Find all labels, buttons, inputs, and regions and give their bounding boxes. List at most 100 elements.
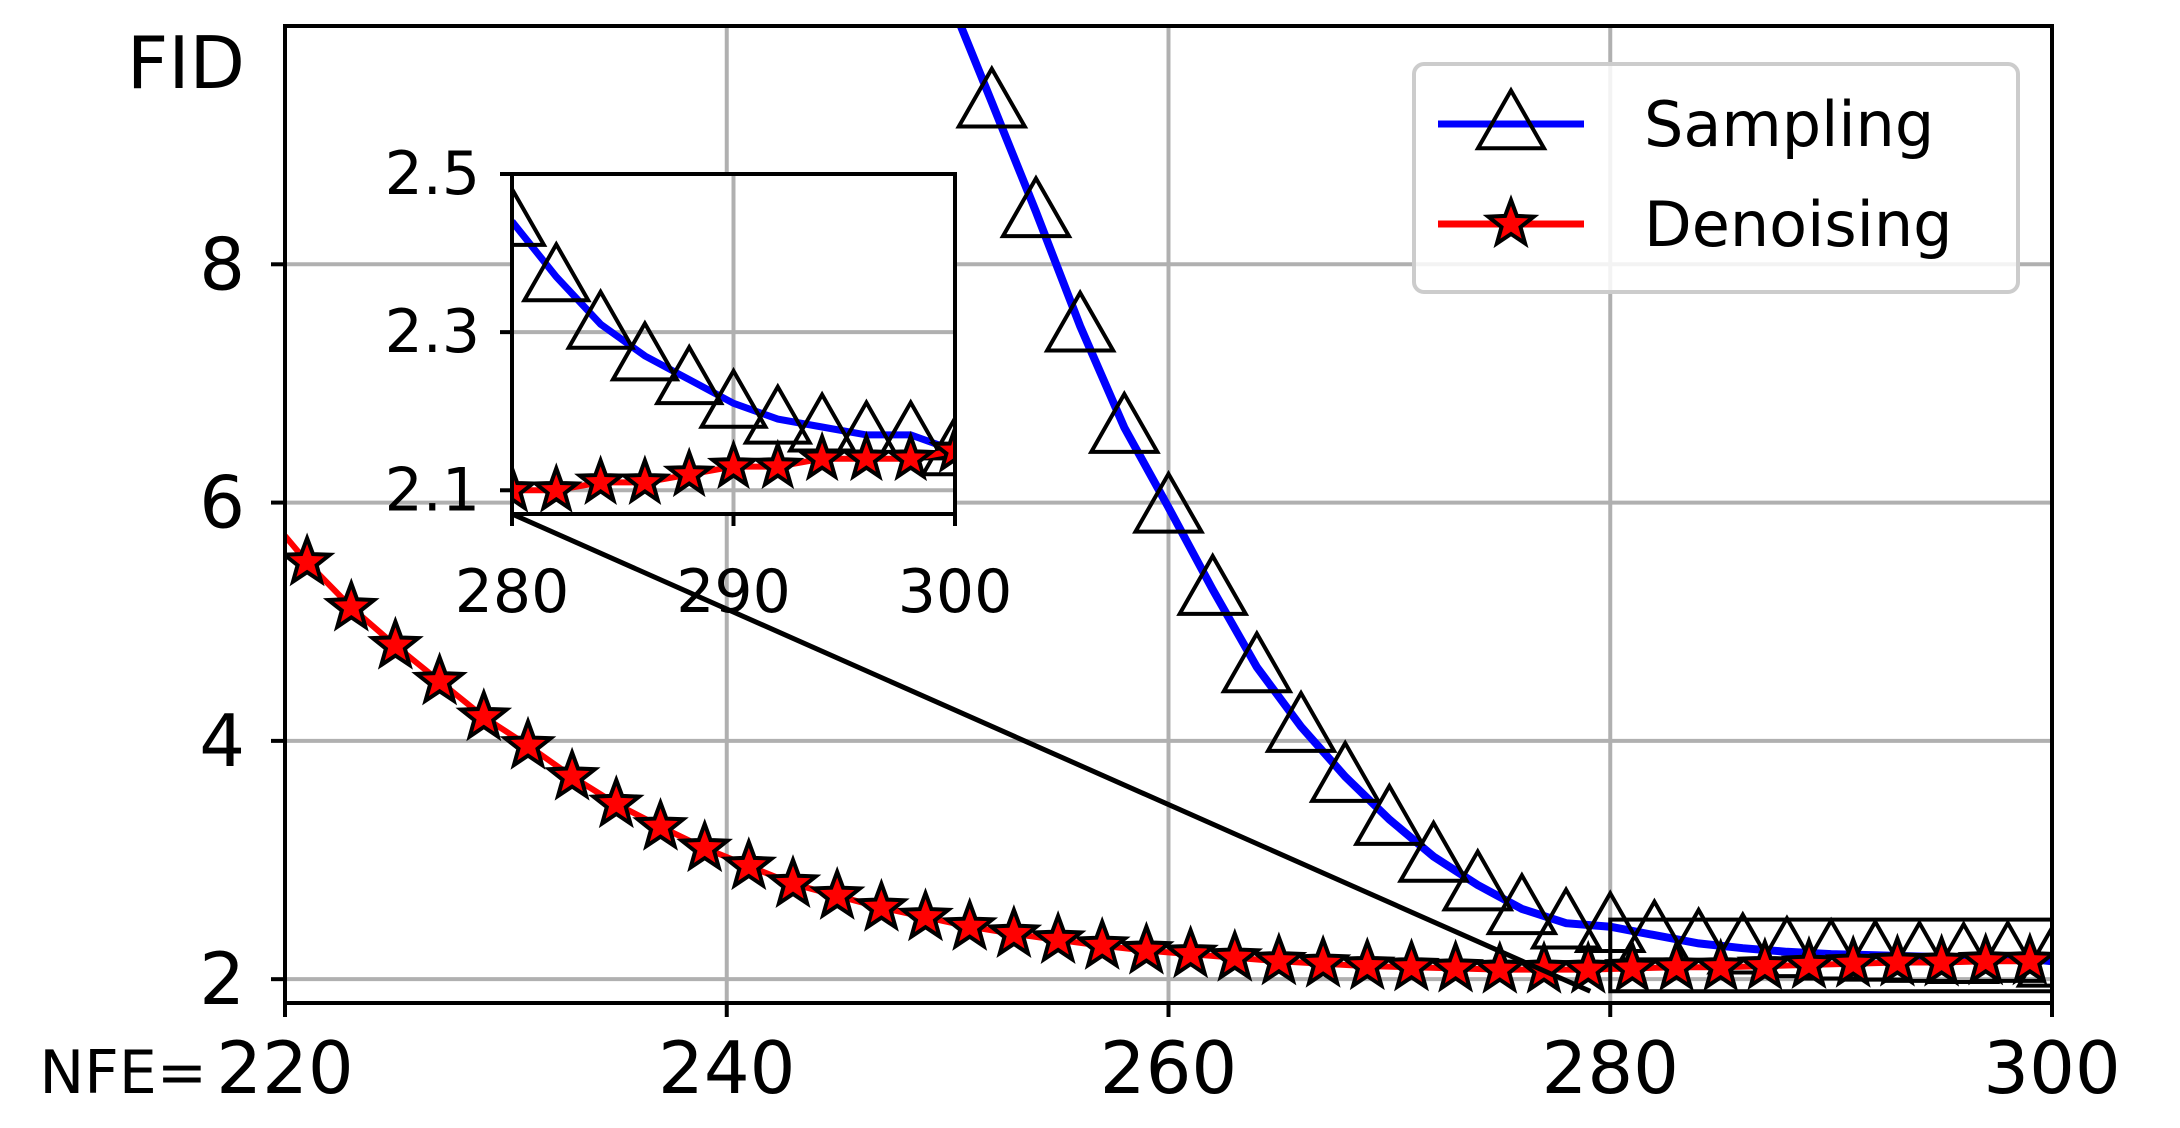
- main-point-denoising-31: [1648, 937, 1705, 992]
- inset-point-denoising-10: [928, 422, 955, 474]
- main-point-denoising-0: [285, 532, 336, 587]
- x-tick-label-300: 300: [1983, 1026, 2120, 1110]
- main-point-denoising-17: [1029, 910, 1087, 964]
- main-point-denoising-21: [1206, 927, 1264, 982]
- main-point-denoising-26: [1427, 938, 1485, 993]
- main-point-denoising-13: [852, 877, 910, 932]
- main-point-sampling-6: [1220, 629, 1294, 694]
- main-point-denoising-12: [808, 866, 866, 920]
- inset-point-denoising-0: [512, 462, 539, 513]
- main-point-denoising-39: [2001, 931, 2052, 986]
- x-tick-label-260: 260: [1100, 1026, 1237, 1110]
- legend-marker-sampling: [1474, 86, 1548, 151]
- inset-x-tick-label-300: 300: [898, 557, 1013, 627]
- main-point-denoising-29: [1559, 939, 1617, 994]
- main-point-sampling-4: [1132, 469, 1205, 534]
- inset-point-sampling-5: [698, 366, 769, 429]
- main-point-denoising-32: [1692, 937, 1750, 992]
- main-point-sampling-13: [1529, 885, 1603, 950]
- main-point-denoising-4: [455, 687, 513, 742]
- legend: Sampling Denoising: [1412, 62, 2020, 294]
- y-tick-label-4: 4: [199, 699, 245, 783]
- zoom-connector-line: [510, 511, 1592, 994]
- inset-y-tick-label-2.5: 2.5: [385, 139, 480, 209]
- main-point-denoising-20: [1162, 924, 1219, 979]
- main-point-denoising-16: [985, 904, 1043, 958]
- axis-ticks: 220 240 260 280 300 2 4 6 8: [199, 222, 2121, 1110]
- y-tick-label-8: 8: [199, 222, 245, 306]
- inset-point-denoising-7: [795, 430, 849, 482]
- main-point-sampling-7: [1264, 689, 1338, 753]
- main-point-sampling-3: [1087, 390, 1161, 454]
- main-point-denoising-27: [1471, 939, 1529, 994]
- inset-point-denoising-6: [751, 438, 805, 490]
- main-point-denoising-28: [1515, 939, 1573, 994]
- main-point-sampling-10: [1397, 818, 1470, 883]
- main-point-denoising-10: [720, 836, 778, 891]
- main-point-denoising-33: [1736, 936, 1794, 991]
- inset-point-denoising-5: [706, 438, 761, 490]
- main-point-denoising-38: [1957, 931, 2015, 986]
- y-axis-label: FID: [127, 21, 245, 105]
- inset-chart: 280 290 300 2.1 2.3 2.5: [385, 139, 1013, 627]
- inset-line-sampling: [512, 219, 955, 454]
- main-point-denoising-11: [764, 854, 822, 908]
- main-point-denoising-35: [1824, 933, 1882, 988]
- x-tick-label-220: 220: [216, 1026, 353, 1110]
- legend-label-sampling: Sampling: [1644, 88, 1934, 161]
- main-point-denoising-5: [499, 715, 557, 770]
- y-tick-label-2: 2: [199, 937, 245, 1021]
- inset-y-tick-label-2.3: 2.3: [385, 297, 480, 367]
- main-point-denoising-1: [322, 577, 380, 632]
- inset-x-tick-label-280: 280: [455, 557, 570, 627]
- main-point-denoising-14: [897, 887, 954, 942]
- main-point-sampling-18: [1750, 914, 1824, 979]
- x-tick-label-280: 280: [1542, 1026, 1679, 1110]
- main-point-denoising-34: [1780, 935, 1838, 989]
- inset-point-denoising-3: [618, 454, 672, 505]
- inset-x-tick-label-290: 290: [676, 557, 791, 627]
- main-point-denoising-7: [588, 774, 645, 829]
- main-point-sampling-11: [1441, 847, 1515, 912]
- main-point-denoising-3: [411, 651, 468, 706]
- main-point-denoising-36: [1869, 932, 1926, 987]
- legend-label-denoising: Denoising: [1644, 188, 1953, 261]
- inset-y-tick-label-2.1: 2.1: [385, 455, 480, 525]
- main-point-denoising-23: [1294, 933, 1352, 988]
- main-point-sampling-2: [1043, 288, 1117, 353]
- main-point-denoising-6: [543, 746, 601, 801]
- inset-point-denoising-4: [662, 446, 716, 498]
- main-point-denoising-15: [941, 896, 999, 951]
- main-point-denoising-2: [367, 615, 424, 670]
- main-point-sampling-0: [955, 64, 1029, 129]
- main-point-denoising-9: [676, 818, 733, 873]
- main-point-sampling-12: [1485, 871, 1559, 936]
- main-point-denoising-37: [1913, 932, 1970, 987]
- inset-point-sampling-1: [520, 240, 592, 303]
- main-point-sampling-17: [1706, 910, 1780, 975]
- y-tick-label-6: 6: [199, 461, 245, 545]
- inset-point-sampling-4: [653, 343, 725, 406]
- main-point-denoising-18: [1073, 916, 1131, 970]
- inset-point-sampling-2: [565, 287, 636, 350]
- main-point-denoising-22: [1250, 931, 1308, 986]
- inset-point-denoising-8: [839, 430, 893, 482]
- main-point-denoising-30: [1603, 938, 1661, 993]
- main-point-sampling-1: [999, 174, 1073, 239]
- inset-point-denoising-9: [884, 430, 938, 482]
- main-series: [285, 26, 2052, 994]
- inset-frame: [510, 172, 957, 516]
- main-point-sampling-5: [1176, 552, 1250, 616]
- inset-point-sampling-3: [609, 319, 681, 382]
- main-point-denoising-19: [1118, 920, 1175, 975]
- main-point-sampling-9: [1352, 782, 1426, 846]
- x-axis-prefix: NFE=: [39, 1038, 207, 1108]
- x-tick-label-240: 240: [658, 1026, 795, 1110]
- inset-point-denoising-2: [574, 454, 628, 505]
- legend-marker-denoising: [1482, 194, 1540, 249]
- inset-point-denoising-1: [529, 462, 583, 513]
- main-point-denoising-8: [632, 796, 689, 851]
- main-point-sampling-8: [1308, 739, 1382, 803]
